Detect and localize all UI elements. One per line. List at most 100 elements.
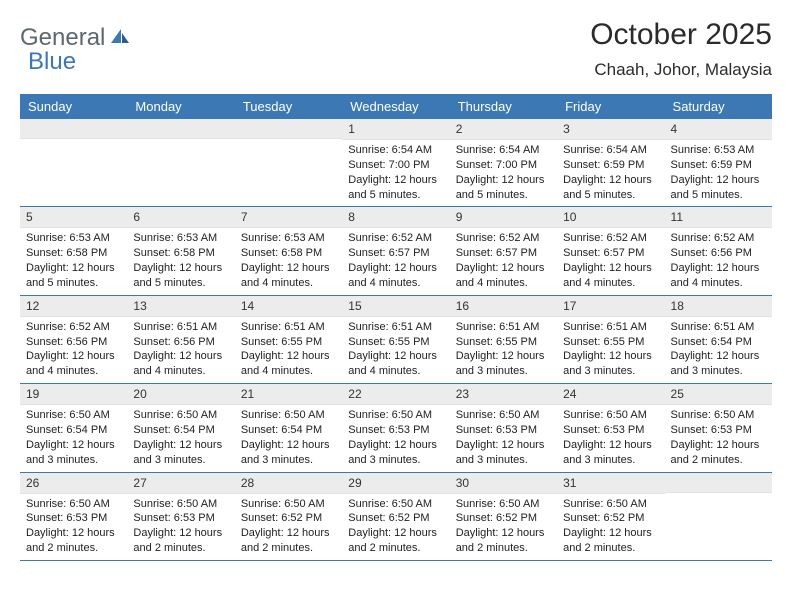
day-content: Sunrise: 6:50 AMSunset: 6:54 PMDaylight:… (235, 405, 342, 471)
day-number: 19 (20, 384, 127, 405)
daylight-line: Daylight: 12 hours and 3 minutes. (348, 438, 443, 468)
day-number: 24 (557, 384, 664, 405)
day-number: 14 (235, 296, 342, 317)
sunrise-line: Sunrise: 6:50 AM (241, 408, 336, 423)
day-number: 25 (665, 384, 772, 405)
daylight-line: Daylight: 12 hours and 2 minutes. (241, 526, 336, 556)
day-content: Sunrise: 6:51 AMSunset: 6:55 PMDaylight:… (342, 317, 449, 383)
calendar-cell: 14Sunrise: 6:51 AMSunset: 6:55 PMDayligh… (235, 295, 342, 383)
calendar-cell: 2Sunrise: 6:54 AMSunset: 7:00 PMDaylight… (450, 119, 557, 207)
calendar-week: 12Sunrise: 6:52 AMSunset: 6:56 PMDayligh… (20, 295, 772, 383)
sunrise-line: Sunrise: 6:53 AM (26, 231, 121, 246)
sunset-line: Sunset: 6:52 PM (456, 511, 551, 526)
day-number (665, 473, 772, 493)
calendar-cell: 28Sunrise: 6:50 AMSunset: 6:52 PMDayligh… (235, 472, 342, 560)
sunset-line: Sunset: 6:56 PM (26, 335, 121, 350)
day-content: Sunrise: 6:50 AMSunset: 6:52 PMDaylight:… (557, 494, 664, 560)
daylight-line: Daylight: 12 hours and 4 minutes. (26, 349, 121, 379)
day-number: 4 (665, 119, 772, 140)
sunset-line: Sunset: 6:52 PM (563, 511, 658, 526)
daylight-line: Daylight: 12 hours and 2 minutes. (563, 526, 658, 556)
calendar-cell: 31Sunrise: 6:50 AMSunset: 6:52 PMDayligh… (557, 472, 664, 560)
calendar-cell: 10Sunrise: 6:52 AMSunset: 6:57 PMDayligh… (557, 207, 664, 295)
day-content: Sunrise: 6:52 AMSunset: 6:57 PMDaylight:… (342, 228, 449, 294)
daylight-line: Daylight: 12 hours and 3 minutes. (671, 349, 766, 379)
day-number: 5 (20, 207, 127, 228)
daylight-line: Daylight: 12 hours and 5 minutes. (456, 173, 551, 203)
sunset-line: Sunset: 6:52 PM (348, 511, 443, 526)
sunset-line: Sunset: 6:54 PM (133, 423, 228, 438)
calendar-cell: 8Sunrise: 6:52 AMSunset: 6:57 PMDaylight… (342, 207, 449, 295)
sunrise-line: Sunrise: 6:51 AM (456, 320, 551, 335)
day-header: Wednesday (342, 95, 449, 119)
daylight-line: Daylight: 12 hours and 3 minutes. (26, 438, 121, 468)
sunset-line: Sunset: 6:57 PM (563, 246, 658, 261)
daylight-line: Daylight: 12 hours and 3 minutes. (456, 349, 551, 379)
calendar-cell: 24Sunrise: 6:50 AMSunset: 6:53 PMDayligh… (557, 384, 664, 472)
sunset-line: Sunset: 6:53 PM (133, 511, 228, 526)
sunrise-line: Sunrise: 6:50 AM (671, 408, 766, 423)
day-content: Sunrise: 6:50 AMSunset: 6:52 PMDaylight:… (342, 494, 449, 560)
location: Chaah, Johor, Malaysia (590, 60, 772, 80)
daylight-line: Daylight: 12 hours and 4 minutes. (348, 261, 443, 291)
day-content: Sunrise: 6:53 AMSunset: 6:58 PMDaylight:… (127, 228, 234, 294)
calendar-cell (20, 119, 127, 207)
calendar-cell: 20Sunrise: 6:50 AMSunset: 6:54 PMDayligh… (127, 384, 234, 472)
calendar-body: 1Sunrise: 6:54 AMSunset: 7:00 PMDaylight… (20, 119, 772, 561)
day-content: Sunrise: 6:51 AMSunset: 6:54 PMDaylight:… (665, 317, 772, 383)
day-number: 26 (20, 473, 127, 494)
sunrise-line: Sunrise: 6:50 AM (456, 408, 551, 423)
day-content: Sunrise: 6:50 AMSunset: 6:53 PMDaylight:… (557, 405, 664, 471)
calendar-cell: 18Sunrise: 6:51 AMSunset: 6:54 PMDayligh… (665, 295, 772, 383)
day-number: 6 (127, 207, 234, 228)
day-number: 28 (235, 473, 342, 494)
calendar-cell: 22Sunrise: 6:50 AMSunset: 6:53 PMDayligh… (342, 384, 449, 472)
sunset-line: Sunset: 6:55 PM (241, 335, 336, 350)
day-number: 11 (665, 207, 772, 228)
day-number: 21 (235, 384, 342, 405)
day-content: Sunrise: 6:53 AMSunset: 6:59 PMDaylight:… (665, 140, 772, 206)
calendar-cell: 29Sunrise: 6:50 AMSunset: 6:52 PMDayligh… (342, 472, 449, 560)
day-content: Sunrise: 6:53 AMSunset: 6:58 PMDaylight:… (235, 228, 342, 294)
day-content: Sunrise: 6:50 AMSunset: 6:53 PMDaylight:… (127, 494, 234, 560)
day-number (20, 119, 127, 139)
calendar-cell: 1Sunrise: 6:54 AMSunset: 7:00 PMDaylight… (342, 119, 449, 207)
sunrise-line: Sunrise: 6:50 AM (26, 408, 121, 423)
day-content: Sunrise: 6:52 AMSunset: 6:57 PMDaylight:… (557, 228, 664, 294)
sunrise-line: Sunrise: 6:50 AM (348, 497, 443, 512)
daylight-line: Daylight: 12 hours and 4 minutes. (671, 261, 766, 291)
calendar-cell: 11Sunrise: 6:52 AMSunset: 6:56 PMDayligh… (665, 207, 772, 295)
calendar-cell: 3Sunrise: 6:54 AMSunset: 6:59 PMDaylight… (557, 119, 664, 207)
sunrise-line: Sunrise: 6:52 AM (456, 231, 551, 246)
sunset-line: Sunset: 6:57 PM (456, 246, 551, 261)
daylight-line: Daylight: 12 hours and 4 minutes. (563, 261, 658, 291)
day-number: 20 (127, 384, 234, 405)
sunset-line: Sunset: 6:55 PM (456, 335, 551, 350)
calendar-cell: 19Sunrise: 6:50 AMSunset: 6:54 PMDayligh… (20, 384, 127, 472)
sunset-line: Sunset: 6:59 PM (563, 158, 658, 173)
sunrise-line: Sunrise: 6:52 AM (563, 231, 658, 246)
sunset-line: Sunset: 6:53 PM (348, 423, 443, 438)
sunset-line: Sunset: 6:53 PM (456, 423, 551, 438)
sunrise-line: Sunrise: 6:53 AM (241, 231, 336, 246)
day-header: Friday (557, 95, 664, 119)
sunset-line: Sunset: 6:55 PM (563, 335, 658, 350)
daylight-line: Daylight: 12 hours and 5 minutes. (563, 173, 658, 203)
sunrise-line: Sunrise: 6:54 AM (456, 143, 551, 158)
day-number: 29 (342, 473, 449, 494)
calendar-cell: 15Sunrise: 6:51 AMSunset: 6:55 PMDayligh… (342, 295, 449, 383)
calendar-cell (127, 119, 234, 207)
calendar-cell (665, 472, 772, 560)
day-content: Sunrise: 6:51 AMSunset: 6:55 PMDaylight:… (235, 317, 342, 383)
daylight-line: Daylight: 12 hours and 4 minutes. (456, 261, 551, 291)
calendar-week: 19Sunrise: 6:50 AMSunset: 6:54 PMDayligh… (20, 384, 772, 472)
sunset-line: Sunset: 6:58 PM (133, 246, 228, 261)
day-header: Tuesday (235, 95, 342, 119)
calendar-cell: 25Sunrise: 6:50 AMSunset: 6:53 PMDayligh… (665, 384, 772, 472)
daylight-line: Daylight: 12 hours and 5 minutes. (348, 173, 443, 203)
day-header: Sunday (20, 95, 127, 119)
day-content: Sunrise: 6:52 AMSunset: 6:57 PMDaylight:… (450, 228, 557, 294)
calendar-cell: 4Sunrise: 6:53 AMSunset: 6:59 PMDaylight… (665, 119, 772, 207)
day-content: Sunrise: 6:50 AMSunset: 6:53 PMDaylight:… (20, 494, 127, 560)
day-content: Sunrise: 6:50 AMSunset: 6:53 PMDaylight:… (450, 405, 557, 471)
